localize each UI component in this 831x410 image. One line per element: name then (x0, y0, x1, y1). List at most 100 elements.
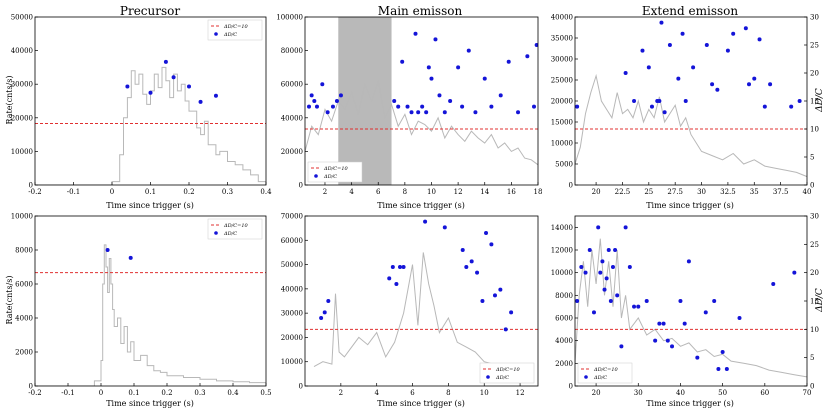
ddc-point (400, 59, 405, 64)
x-label-precursor-bottom: Time since trigger (s) (106, 399, 194, 408)
y-tick-label: 12000 (551, 247, 573, 255)
y-tick-label: 10000 (11, 213, 33, 221)
y-tick-label: 40000 (551, 14, 573, 22)
ddc-point (667, 43, 672, 47)
y-tick-label: 6000 (555, 315, 573, 323)
ddc-point (704, 43, 709, 47)
ddc-point (575, 104, 580, 109)
lightcurve-series (305, 80, 538, 166)
ddc-point (598, 270, 603, 275)
ddc-point (423, 219, 428, 224)
ddc-point (613, 248, 618, 252)
y-tick-label: 20000 (281, 148, 303, 156)
x-tick-label: 0.1 (145, 188, 156, 196)
ddc-point (163, 59, 168, 64)
legend-ddc-label: ΔD/C (223, 32, 237, 38)
y-tick-label: 50000 (281, 261, 303, 269)
ddc-point (757, 37, 762, 42)
x-tick-label: 37.5 (773, 188, 789, 196)
ddc-point (657, 321, 662, 326)
x-label-main-bottom: Time since trigger (s) (377, 399, 465, 408)
y2-label-top-right: ΔD/C (815, 88, 825, 113)
ddc-point (509, 310, 514, 315)
legend-ddc-label: ΔD/C (323, 174, 337, 180)
legend: ΔD/C=10 ΔD/C (207, 19, 263, 41)
ddc-point (309, 93, 314, 98)
ddc-point (725, 48, 730, 53)
x-tick-label: 30 (634, 389, 643, 397)
ddc-point (442, 225, 447, 230)
y-label-bottom-left: Rate(cnts/s) (5, 276, 14, 325)
ddc-point (498, 93, 503, 98)
x-tick-label: 14 (480, 188, 489, 196)
y-tick-label: 8000 (555, 292, 573, 300)
y-tick-label: 8000 (15, 247, 33, 255)
ddc-point (498, 287, 503, 292)
y2-tick-label: 25 (810, 241, 819, 249)
ddc-point (482, 76, 487, 81)
ddc-point (596, 225, 601, 230)
y2-tick-label: 30 (810, 14, 819, 22)
y-tick-label: 6000 (15, 281, 33, 289)
ddc-point (653, 338, 658, 343)
y-tick-label: 60000 (281, 81, 303, 89)
ddc-point (338, 93, 343, 98)
x-label-extend-bottom: Time since trigger (s) (646, 399, 734, 408)
x-tick-label: 30 (697, 188, 706, 196)
ddc-point (661, 321, 666, 326)
ddc-point (330, 104, 335, 109)
x-tick-label: 0.4 (227, 389, 239, 397)
ddc-point (623, 71, 628, 75)
y-tick-label: 35000 (551, 35, 573, 43)
ddc-point (600, 259, 605, 264)
ddc-point (683, 99, 688, 103)
y-tick-label: 10000 (551, 140, 573, 148)
y-tick-label: 0 (299, 383, 303, 391)
title-main: Main emisson (378, 4, 463, 18)
lightcurve-series (575, 73, 807, 178)
legend-box (207, 218, 263, 240)
ddc-point (532, 104, 537, 109)
ddc-point (312, 99, 317, 103)
ddc-point (644, 299, 649, 303)
x-tick-label: 25 (644, 188, 653, 196)
legend-box (307, 161, 363, 183)
y-tick-label: 4000 (15, 315, 33, 323)
ddc-point (314, 104, 319, 109)
x-tick-label: 0.1 (128, 389, 139, 397)
x-tick-label: 50 (718, 389, 727, 397)
y-tick-label: 10000 (11, 148, 33, 156)
y-tick-label: 25000 (551, 77, 573, 85)
x-tick-label: 0.2 (183, 188, 194, 196)
ddc-point (448, 99, 453, 103)
legend-box (479, 362, 535, 384)
x-tick-label: 0.3 (222, 188, 233, 196)
y-tick-label: 0 (299, 182, 303, 190)
ddc-point (397, 265, 402, 269)
y-tick-label: 4000 (555, 337, 573, 345)
ddc-point (695, 355, 700, 360)
ddc-point (686, 259, 691, 264)
x-tick-label: 16 (507, 188, 516, 196)
ddc-point (534, 43, 538, 47)
ddc-point (433, 37, 438, 42)
legend-ddc-label: ΔD/C (593, 375, 607, 381)
ddc-point (649, 104, 654, 109)
ddc-point (480, 299, 485, 303)
ddc-point (484, 231, 489, 235)
ddc-point (659, 20, 664, 25)
x-tick-label: 20 (592, 389, 601, 397)
y-tick-label: 5000 (555, 161, 573, 169)
legend-threshold-label: ΔD/C=10 (323, 166, 349, 172)
ddc-point (579, 265, 584, 269)
y2-tick-label: 0 (810, 383, 814, 391)
panel-main-top: 2 4 6 8 10 12 14 16 18 0 20000 40000 60000 80000 10000… (276, 14, 542, 197)
x-label-main-top: Time since trigger (s) (377, 201, 465, 210)
x-tick-label: -0.1 (67, 188, 81, 196)
y-tick-label: 20000 (281, 334, 303, 342)
y-label-top-left: Rate(cnts/s) (5, 76, 14, 125)
ddc-point (752, 76, 757, 81)
ddc-point (762, 104, 767, 109)
ddc-point (720, 350, 725, 354)
